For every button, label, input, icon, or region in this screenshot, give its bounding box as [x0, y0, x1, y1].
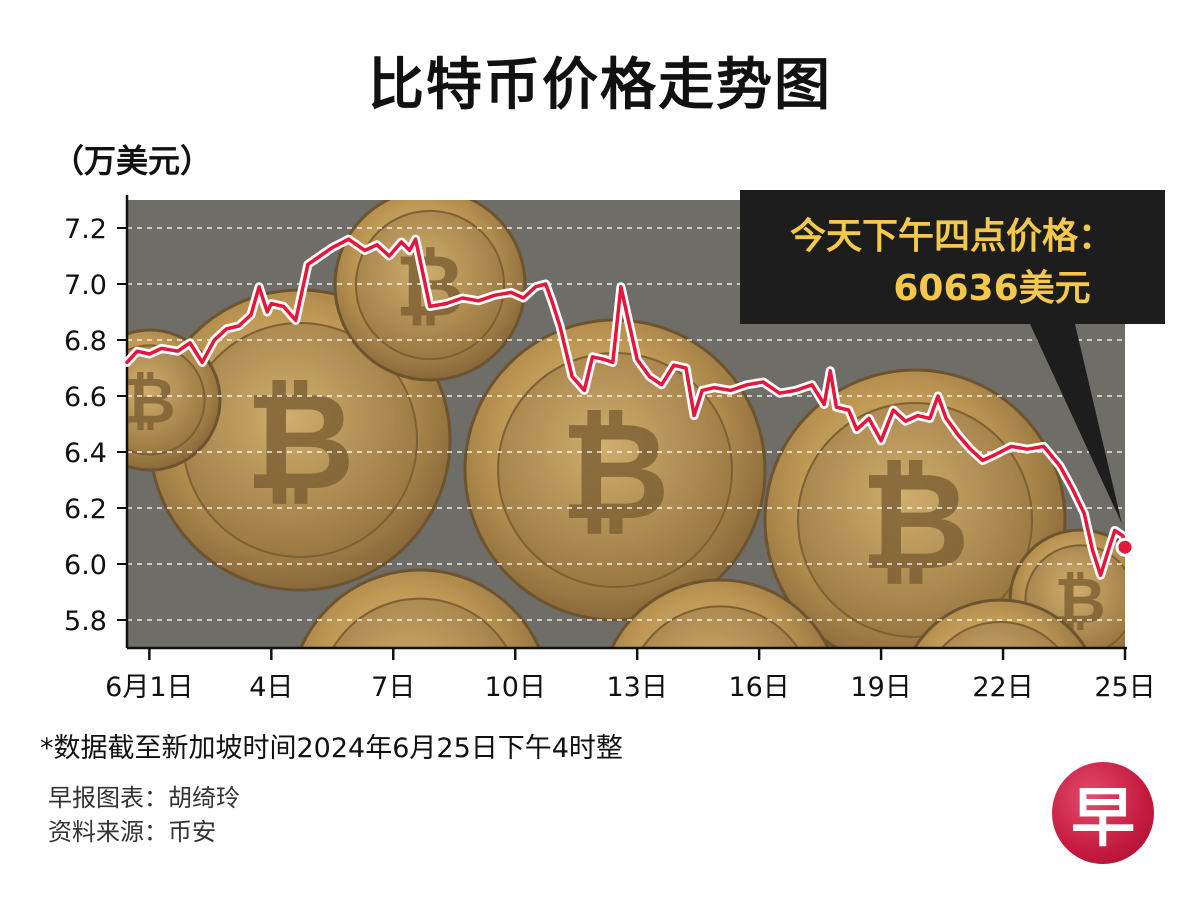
- x-tick-label: 25日: [1094, 672, 1155, 703]
- chart-credit: 早报图表：胡绮玲: [48, 784, 240, 812]
- y-tick-label: 6.0: [64, 550, 107, 581]
- bitcoin-price-chart: ₿ ₿ ₿₿₿₿₿ ₿ ₿ 7.27.06.86.66.46.26.05.8 6月1日 4…: [64, 190, 1165, 720]
- coin-bitcoin-symbol-5: ₿: [124, 364, 175, 437]
- y-tick-label: 5.8: [64, 606, 107, 637]
- price-callout: 今天下午四点价格： 60636美元: [740, 190, 1165, 524]
- latest-price-marker: [1115, 537, 1135, 557]
- x-tick-label: 10日: [485, 672, 546, 703]
- callout-pointer: [1030, 324, 1122, 524]
- callout-line-2: 60636美元: [893, 268, 1090, 309]
- y-axis-unit-label: （万美元）: [52, 142, 213, 180]
- x-tick-label: 19日: [850, 672, 911, 703]
- coin-bitcoin-symbol-3: ₿: [860, 443, 970, 600]
- price-line-series: [125, 237, 1127, 577]
- coin-face-9: [940, 621, 1060, 648]
- coin-face-5: [127, 344, 206, 456]
- zaobao-logo: 早: [1052, 762, 1154, 864]
- x-tick-label: 7日: [371, 672, 415, 703]
- chart-title: 比特币价格走势图: [368, 53, 832, 118]
- x-tick-label: 6月1日: [105, 672, 193, 703]
- coin-face-7: [331, 597, 509, 648]
- y-tick-label: 6.2: [64, 494, 107, 525]
- footnote: *数据截至新加坡时间2024年6月25日下午4时整: [40, 733, 623, 764]
- callout-line-1: 今天下午四点价格：: [790, 216, 1114, 257]
- y-tick-label: 7.2: [64, 214, 107, 245]
- coin-bitcoin-symbol-8: ₿: [676, 639, 764, 720]
- y-tick-label: 7.0: [64, 270, 107, 301]
- coin-bitcoin-symbol-7: ₿: [372, 633, 467, 720]
- x-tick-label: 13日: [606, 672, 667, 703]
- x-tick-label: 4日: [249, 672, 293, 703]
- coin-face-3: [797, 402, 1033, 638]
- x-tick-label: 22日: [972, 672, 1033, 703]
- coin-bitcoin-symbol-1: ₿: [245, 363, 355, 520]
- y-tick-label: 6.8: [64, 326, 107, 357]
- x-tick-label: 16日: [728, 672, 789, 703]
- coin-face-8: [641, 605, 799, 648]
- axes: 6月1日 4日 7日 10日 13日 16日 19日 22日 25日: [105, 195, 1156, 703]
- data-source: 资料来源：币安: [48, 818, 216, 846]
- y-tick-label: 6.4: [64, 438, 107, 469]
- callout-box: [740, 190, 1165, 324]
- y-tick-label: 6.6: [64, 382, 107, 413]
- coin-bitcoin-symbol-2: ₿: [560, 393, 670, 550]
